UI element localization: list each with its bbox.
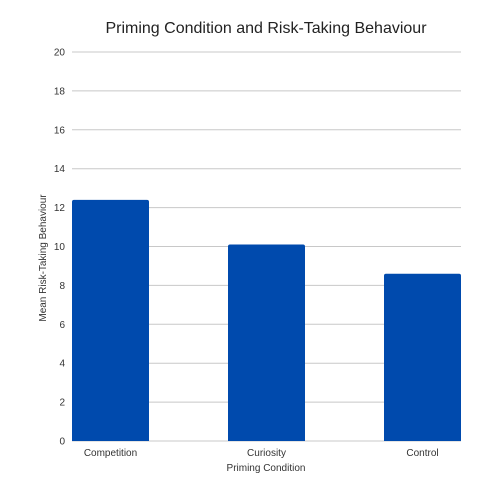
y-tick-label: 6 [59,320,65,331]
y-tick-label: 10 [54,242,66,253]
y-tick-label: 2 [59,398,65,409]
y-tick-label: 20 [54,48,66,59]
y-tick-label: 16 [54,125,66,136]
bar-curiosity [228,244,305,441]
y-tick-label: 4 [59,359,65,370]
bar-control [384,273,461,441]
bar-competition [72,199,149,441]
y-axis-ticks: 0 2 4 6 8 10 12 14 16 18 20 [54,48,66,448]
y-axis-title: Mean Risk-Taking Behaviour [38,194,49,322]
x-tick-label: Control [406,448,438,459]
y-tick-label: 14 [54,164,66,175]
x-tick-label: Curiosity [247,448,286,459]
chart-title: Priming Condition and Risk-Taking Behavi… [105,20,427,37]
x-tick-label: Competition [84,448,137,459]
x-axis-ticks: Competition Curiosity Control [84,448,439,459]
y-tick-label: 0 [59,437,65,448]
x-axis-title: Priming Condition [227,463,306,474]
y-tick-label: 12 [54,203,66,214]
y-tick-label: 8 [59,281,65,292]
y-tick-label: 18 [54,86,66,97]
bars [72,199,461,441]
